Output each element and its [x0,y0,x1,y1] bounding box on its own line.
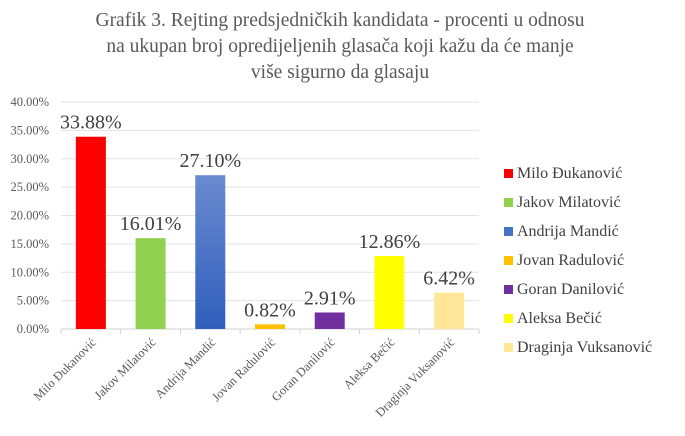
legend-label: Jakov Milatović [517,194,621,211]
bar [374,256,405,329]
data-label: 12.86% [359,231,421,253]
legend-label: Andrija Mandić [517,223,619,240]
data-label: 33.88% [60,112,122,134]
x-tick-label: Aleksa Bečić [341,335,398,392]
legend-swatch [504,169,513,178]
legend-swatch [504,256,513,265]
legend-label: Milo Đukanović [517,165,622,182]
x-tick-label: Jakov Milatović [92,335,159,402]
legend-label: Jovan Radulović [517,252,624,269]
bar [195,175,226,329]
legend-swatch [504,227,513,236]
x-tick-label: Andrija Mandić [152,335,218,401]
y-tick-label: 25.00% [10,180,49,194]
bar [75,136,106,329]
y-tick-label: 35.00% [10,123,49,137]
y-tick-label: 15.00% [10,237,49,251]
legend-swatch [504,198,513,207]
chart-title-line: više sigurno da glasaju [250,62,430,83]
legend-label: Aleksa Bečić [517,310,602,327]
chart-title-line: Grafik 3. Rejting predsjedničkih kandida… [95,10,585,31]
y-tick-label: 20.00% [10,209,49,223]
y-tick-label: 0.00% [17,322,49,336]
y-tick-label: 30.00% [10,152,49,166]
chart-title-line: na ukupan broj opredijeljenih glasača ko… [106,36,574,57]
x-tick-label: Goran Danilović [269,335,338,404]
legend-swatch [504,343,513,352]
y-tick-label: 10.00% [10,265,49,279]
chart-title: Grafik 3. Rejting predsjedničkih kandida… [40,8,640,86]
bar [314,312,345,329]
x-tick-label: Milo Đukanović [31,335,99,403]
legend-label: Goran Danilović [517,281,624,298]
y-tick-label: 40.00% [10,95,49,109]
legend-swatch [504,285,513,294]
y-tick-label: 5.00% [17,294,49,308]
bar [135,238,166,329]
data-label: 27.10% [179,150,241,172]
data-label: 2.91% [304,287,356,309]
legend-label: Draginja Vuksanović [517,339,652,356]
bar [434,292,465,329]
data-label: 6.42% [423,268,475,290]
legend-swatch [504,314,513,323]
data-label: 0.82% [244,299,296,321]
data-label: 16.01% [120,213,182,235]
bar [255,324,285,329]
